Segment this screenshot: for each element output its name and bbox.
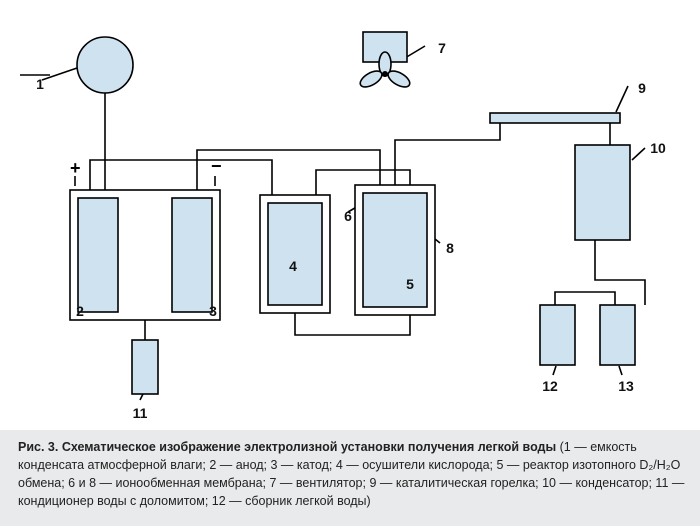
cathode-minus: − xyxy=(211,156,222,177)
label-6: 6 xyxy=(338,208,358,224)
label-9: 9 xyxy=(632,80,652,96)
label-2: 2 xyxy=(70,303,90,319)
label-10: 10 xyxy=(648,140,668,156)
caption-prefix: Рис. 3. xyxy=(18,440,58,454)
label-12: 12 xyxy=(540,378,560,394)
label-8: 8 xyxy=(440,240,460,256)
diagram-canvas: + − 12345678910111213 xyxy=(0,0,700,430)
label-7: 7 xyxy=(432,40,452,56)
label-1: 1 xyxy=(30,76,50,92)
figure-caption: Рис. 3. Схематическое изображение электр… xyxy=(0,430,700,526)
caption-title: Схематическое изображение электролизной … xyxy=(62,440,556,454)
label-4: 4 xyxy=(283,258,303,274)
label-13: 13 xyxy=(616,378,636,394)
label-11: 11 xyxy=(130,405,150,421)
anode-plus: + xyxy=(70,158,81,179)
label-3: 3 xyxy=(203,303,223,319)
label-5: 5 xyxy=(400,276,420,292)
